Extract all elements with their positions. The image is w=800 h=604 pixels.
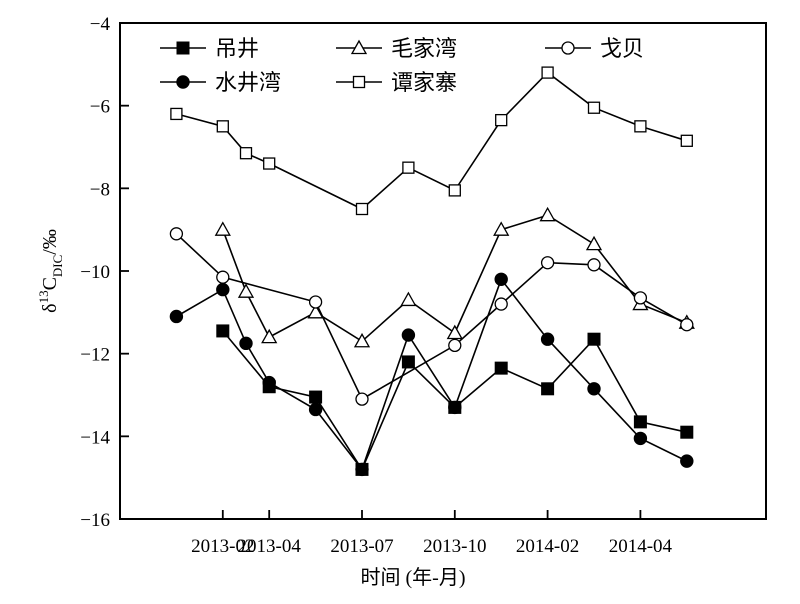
data-point-2-8: [633, 291, 648, 305]
data-point-4-9: [587, 101, 601, 114]
data-point-2-2: [308, 295, 323, 309]
y-tick-label: −12: [80, 345, 110, 366]
legend-label-2: 戈贝: [600, 36, 644, 61]
data-point-0-9: [633, 415, 647, 429]
data-point-2-6: [540, 256, 555, 270]
x-tick-label: 2013-04: [238, 536, 302, 557]
series-2: [169, 227, 694, 406]
legend-marker-1: [350, 39, 368, 55]
data-point-2-4: [448, 338, 462, 353]
data-point-1-2: [261, 328, 278, 344]
data-point-3-9: [540, 332, 555, 346]
data-point-0-4: [401, 355, 415, 369]
data-point-2-7: [587, 258, 601, 272]
y-axis-title-part: C: [39, 277, 61, 290]
y-tick-label: −14: [80, 427, 110, 448]
data-point-3-6: [401, 328, 416, 342]
y-tick-label: −8: [90, 179, 110, 200]
data-point-4-8: [541, 66, 554, 79]
series-3: [169, 272, 694, 477]
legend-label-0: 吊井: [215, 36, 259, 61]
x-tick-label: 2013-10: [423, 536, 486, 557]
data-point-0-10: [680, 425, 694, 439]
data-point-0-8: [587, 332, 601, 346]
series-line-1: [222, 214, 688, 343]
series-1: [214, 206, 695, 348]
legend-entry-2: 戈贝: [545, 36, 644, 61]
legend-label-1: 毛家湾: [391, 36, 457, 61]
legend-label-4: 谭家寨: [391, 70, 457, 95]
data-point-1-6: [446, 324, 463, 340]
data-point-1-8: [539, 206, 556, 222]
legend-entry-1: 毛家湾: [336, 36, 457, 61]
data-point-3-11: [633, 431, 648, 446]
data-point-1-3: [307, 304, 324, 319]
data-point-4-3: [263, 157, 276, 170]
y-axis-title-part: /‰: [39, 229, 61, 255]
y-tick-label: −16: [80, 510, 110, 531]
y-tick-label: −6: [90, 97, 110, 118]
y-axis-title: δ13CDIC/‰: [36, 229, 65, 313]
x-tick-label: 2013-07: [330, 536, 393, 557]
data-point-4-10: [634, 120, 647, 133]
data-point-2-1: [216, 270, 230, 284]
data-point-3-3: [262, 375, 276, 390]
y-tick-label: −10: [80, 262, 110, 283]
y-axis-title-part: 13: [36, 290, 51, 303]
x-tick-label: 2014-02: [516, 536, 579, 557]
data-point-0-7: [541, 382, 555, 396]
data-point-4-0: [170, 107, 183, 121]
data-point-0-0: [216, 324, 230, 338]
series-line-2: [175, 233, 688, 401]
data-point-4-4: [355, 202, 369, 216]
data-point-1-5: [400, 291, 417, 307]
data-point-3-1: [216, 282, 230, 297]
data-point-4-11: [680, 134, 693, 147]
legend-label-3: 水井湾: [215, 70, 281, 95]
legend-marker-2: [561, 41, 575, 55]
x-tick-label: 2013-02: [191, 536, 254, 557]
data-point-4-7: [495, 113, 508, 127]
legend-marker-3: [176, 75, 190, 89]
data-point-4-5: [402, 161, 415, 174]
legend-entry-4: 谭家寨: [336, 70, 457, 95]
legend-entry-0: 吊井: [160, 36, 259, 61]
data-point-1-0: [214, 221, 231, 236]
y-axis-title-part: δ: [39, 303, 61, 312]
data-point-3-12: [680, 454, 694, 468]
data-point-3-4: [308, 402, 323, 417]
data-point-0-6: [494, 361, 508, 375]
data-point-3-5: [355, 462, 369, 477]
data-point-2-5: [494, 297, 508, 311]
data-point-3-10: [587, 382, 601, 396]
data-point-3-0: [169, 309, 184, 324]
data-point-3-7: [448, 400, 462, 415]
legend-entry-3: 水井湾: [160, 70, 281, 95]
data-point-2-9: [680, 318, 694, 332]
data-point-0-2: [309, 390, 323, 404]
y-axis-title-part: DIC: [50, 255, 65, 277]
data-point-1-4: [353, 332, 371, 348]
series-4: [170, 66, 693, 216]
data-point-4-1: [216, 120, 229, 133]
legend-marker-4: [352, 75, 366, 89]
data-point-2-3: [355, 392, 369, 406]
data-point-2-0: [169, 227, 184, 241]
x-axis-title: 时间 (年-月): [361, 566, 466, 589]
data-point-3-8: [494, 272, 508, 286]
data-point-1-7: [493, 221, 510, 236]
data-point-1-9: [585, 235, 603, 251]
x-tick-label: 2014-04: [609, 536, 673, 557]
data-point-1-1: [237, 283, 255, 298]
legend-marker-0: [176, 41, 190, 55]
data-point-4-6: [448, 184, 461, 197]
series-line-3: [175, 277, 688, 472]
data-point-3-2: [239, 336, 253, 351]
y-tick-label: −4: [90, 14, 111, 35]
data-point-4-2: [239, 147, 253, 160]
